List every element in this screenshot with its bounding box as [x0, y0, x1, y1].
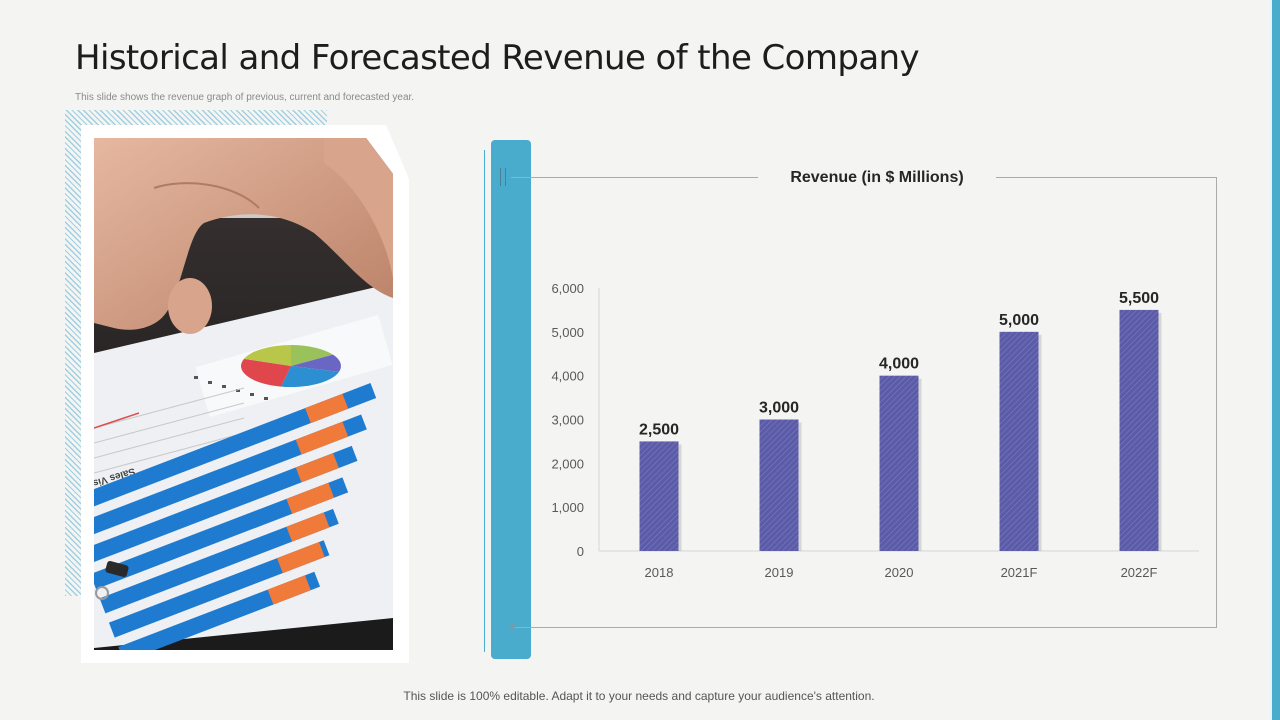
bar-data-label: 5,500: [1119, 290, 1159, 307]
y-tick-label: 6,000: [551, 281, 584, 296]
right-edge-highlight: [1270, 0, 1272, 720]
x-tick-label: 2019: [765, 565, 794, 580]
y-tick-label: 5,000: [551, 325, 584, 340]
y-tick-label: 4,000: [551, 369, 584, 384]
revenue-bar-chart: 0 1,000 2,000 3,000 4,000 5,000 6,000 2,500 2018…: [551, 281, 1199, 580]
bar-data-label: 5,000: [999, 312, 1039, 329]
bar-2021f: [999, 331, 1039, 551]
y-tick-label: 0: [577, 544, 584, 559]
bar-2022f: [1119, 309, 1159, 551]
footer-note: This slide is 100% editable. Adapt it to…: [403, 689, 875, 703]
x-tick-label: 2021F: [1001, 565, 1038, 580]
slide-subtitle: This slide shows the revenue graph of pr…: [75, 92, 415, 103]
y-tick-label: 1,000: [551, 500, 584, 515]
frame-dot: [510, 624, 515, 629]
bar-data-label: 4,000: [879, 356, 919, 373]
frame-tick-mark: [500, 168, 501, 186]
chart-title-background: [758, 164, 996, 190]
vertical-accent-line: [484, 150, 485, 652]
x-tick-label: 2018: [645, 565, 674, 580]
x-tick-label: 2020: [885, 565, 914, 580]
x-tick-label: 2022F: [1121, 565, 1158, 580]
slide-title: Historical and Forecasted Revenue of the…: [75, 38, 920, 78]
chart-title: Revenue (in $ Millions): [790, 169, 964, 186]
bar-2020: [879, 375, 919, 551]
accent-bar: [491, 140, 531, 659]
y-tick-label: 2,000: [551, 456, 584, 471]
bar-data-label: 3,000: [759, 400, 799, 417]
bar-2018: [639, 441, 679, 551]
bar-2019: [759, 419, 799, 551]
right-edge-accent: [1272, 0, 1280, 720]
y-tick-label: 3,000: [551, 413, 584, 428]
bar-data-label: 2,500: [639, 421, 679, 438]
photo-tablet-charts: Sales Vision: [94, 138, 393, 650]
frame-tick-mark: [505, 168, 506, 186]
